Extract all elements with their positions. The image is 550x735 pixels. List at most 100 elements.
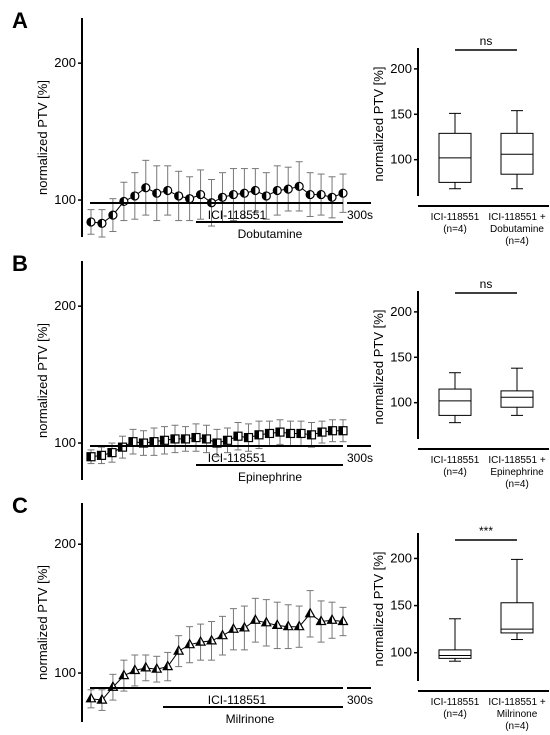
data-point-fill [196, 190, 201, 199]
data-point-fill [174, 646, 179, 655]
significance-label: *** [479, 524, 493, 538]
data-point-fill [192, 433, 196, 442]
data-point-fill [272, 620, 278, 629]
data-point-fill [185, 194, 190, 203]
box-y-axis-label: normalized PTV [%] [371, 67, 386, 182]
panel-letter: C [12, 493, 28, 518]
data-point-fill [152, 664, 157, 673]
data-point-fill [228, 624, 234, 633]
box-y-axis-label: normalized PTV [%] [371, 552, 386, 667]
y-axis-label: normalized PTV [%] [35, 80, 50, 195]
treatment-label-2: Epinephrine [238, 470, 302, 484]
data-point-fill [276, 428, 280, 437]
data-point-fill [207, 635, 212, 644]
data-point-fill [295, 182, 300, 191]
data-point-fill [218, 193, 223, 202]
box-y-tick-label: 200 [390, 550, 412, 565]
data-point-fill [97, 451, 102, 460]
group-label: ICI-118551 + [488, 212, 546, 223]
group-label-line2: Dobutamine [490, 224, 544, 235]
data-point-fill [87, 217, 91, 226]
y-axis-label: normalized PTV [%] [35, 323, 50, 438]
box [500, 390, 534, 408]
treatment-label-1: ICI-118551 [208, 208, 267, 222]
panel-C: C 100 200 normalized PTV [%] ICI-118551 Milri… [12, 493, 549, 732]
significance-label: ns [480, 34, 493, 48]
data-point-fill [141, 183, 146, 192]
data-point-fill [262, 191, 267, 200]
y-tick-label: 100 [54, 192, 76, 207]
panel-B: B 100 200 normalized PTV [%] ICI-118551 Epine… [12, 251, 549, 490]
box-y-tick-label: 200 [390, 304, 412, 319]
box-y-tick-label: 150 [390, 598, 412, 613]
box-y-tick-label: 150 [390, 106, 412, 121]
data-point-fill [171, 434, 175, 443]
data-point-fill [129, 437, 133, 446]
box-y-tick-label: 100 [390, 645, 412, 660]
data-point-fill [139, 439, 144, 448]
box [500, 602, 534, 634]
group-label: ICI-118551 [431, 455, 480, 466]
group-label-line2: Milrinone [497, 709, 538, 720]
group-label-line2: Epinephrine [490, 467, 544, 478]
y-tick-label: 200 [54, 298, 76, 313]
data-point-fill [229, 190, 234, 199]
data-point-fill [339, 426, 343, 435]
data-point-fill [328, 193, 333, 202]
data-point-fill [130, 191, 135, 200]
treatment-label-2: Milrinone [226, 712, 275, 726]
data-point-fill [339, 189, 343, 198]
data-point-fill [328, 426, 333, 435]
box-y-tick-label: 100 [390, 152, 412, 167]
data-point-fill [255, 430, 259, 439]
data-point-fill [307, 430, 312, 439]
data-point-fill [97, 695, 102, 704]
data-point-fill [108, 448, 112, 457]
group-n: (n=4) [505, 236, 529, 247]
y-axis-label: normalized PTV [%] [35, 565, 50, 680]
group-n: (n=4) [505, 479, 529, 490]
y-tick-label: 200 [54, 55, 76, 70]
data-point-fill [97, 219, 102, 228]
panel-letter: B [12, 251, 28, 276]
data-point-fill [152, 189, 157, 198]
group-n: (n=4) [443, 224, 467, 235]
data-point-fill [273, 186, 278, 195]
data-point-fill [305, 608, 311, 617]
scale-bar-label: 300s [347, 451, 373, 465]
treatment-label-2: Dobutamine [238, 227, 303, 241]
y-tick-label: 100 [54, 665, 76, 680]
panel-letter: A [12, 8, 28, 33]
data-point-fill [297, 429, 301, 438]
data-point-fill [150, 437, 154, 446]
data-point-fill [185, 639, 190, 648]
group-label: ICI-118551 [431, 212, 480, 223]
data-point-fill [86, 693, 91, 702]
treatment-label-1: ICI-118551 [208, 693, 267, 707]
data-point-fill [251, 186, 256, 195]
data-point-fill [244, 433, 249, 442]
data-point-fill [163, 661, 168, 670]
data-point-fill [240, 189, 245, 198]
data-point-fill [141, 662, 146, 671]
data-point-fill [317, 190, 322, 199]
data-point-fill [234, 432, 238, 441]
y-tick-label: 100 [54, 435, 76, 450]
data-point-fill [213, 439, 217, 448]
data-point-fill [316, 616, 322, 625]
group-label: ICI-118551 + [488, 455, 546, 466]
data-point-fill [286, 429, 291, 438]
box-y-tick-label: 200 [390, 61, 412, 76]
scale-bar-label: 300s [347, 693, 373, 707]
box-y-tick-label: 100 [390, 395, 412, 410]
group-n: (n=4) [443, 709, 467, 720]
panel-A: A 100 200 normalized PTV [%] ICI-118551 Dobut… [12, 8, 549, 247]
data-point-fill [294, 621, 300, 630]
group-label: ICI-118551 + [488, 697, 546, 708]
data-point-fill [196, 637, 201, 646]
scale-bar-label: 300s [347, 208, 373, 222]
data-point-fill [318, 428, 322, 437]
box [438, 388, 472, 416]
data-point-fill [130, 665, 135, 674]
